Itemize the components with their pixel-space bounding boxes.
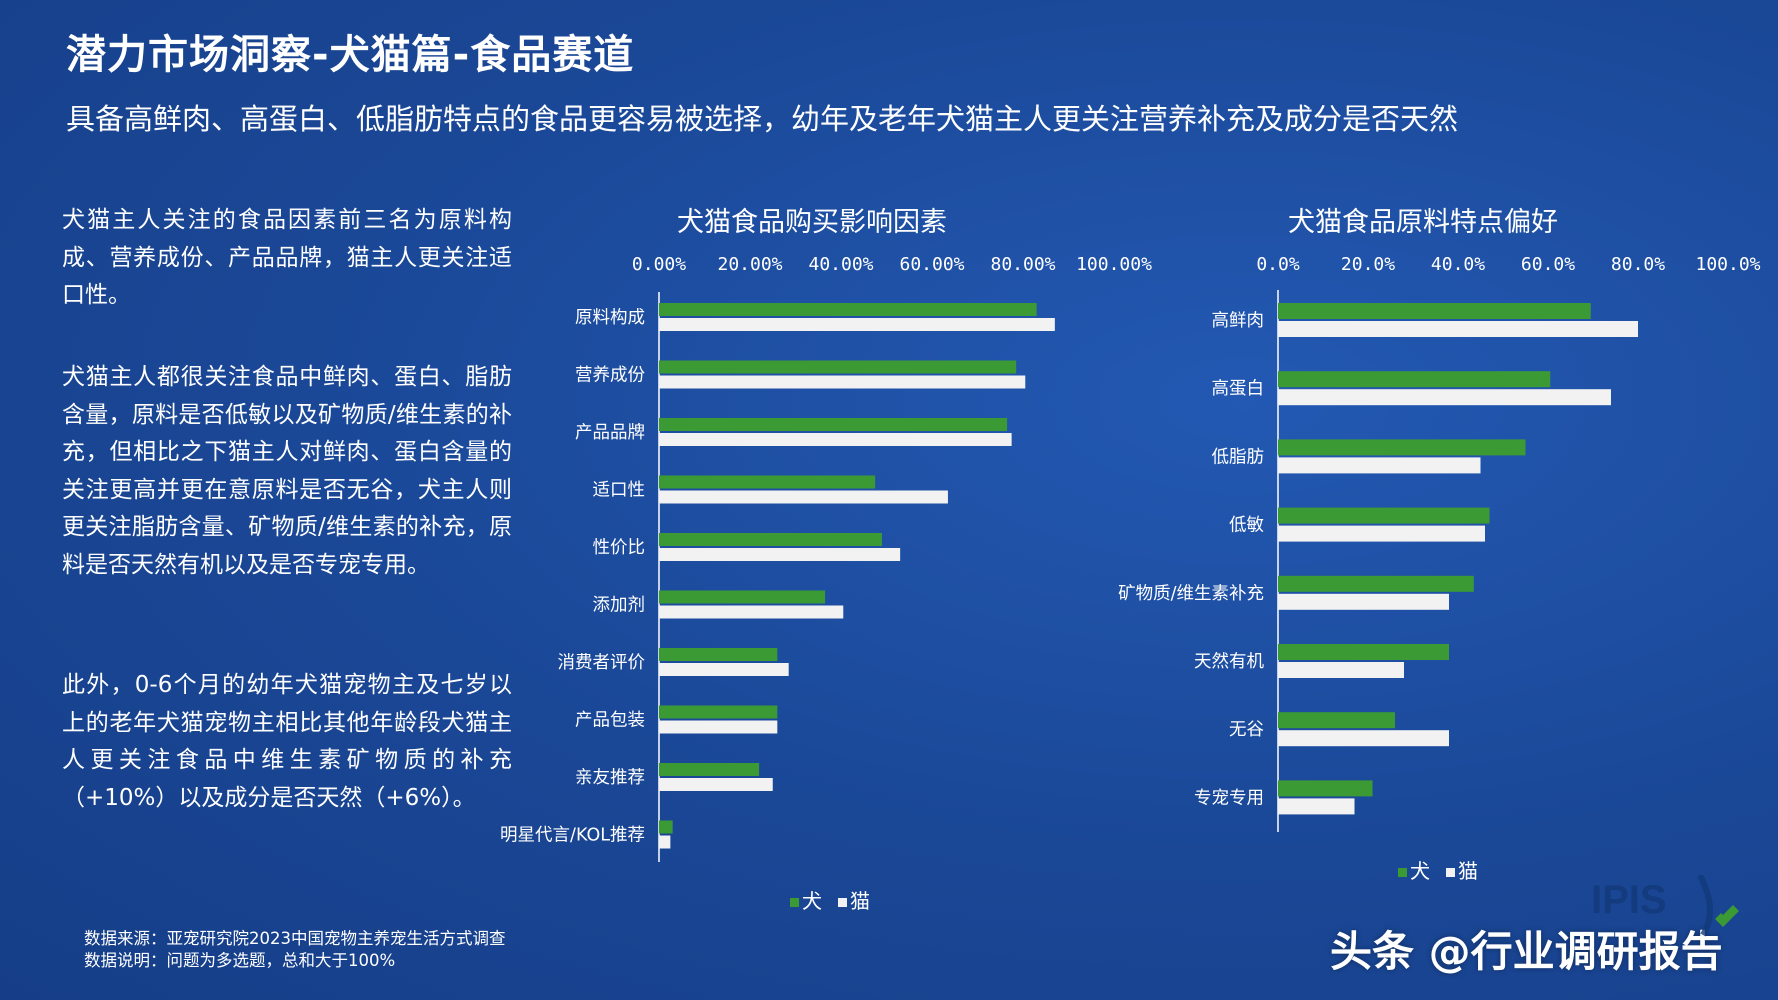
category-label: 营养成份 <box>575 366 645 386</box>
bar-cat <box>1278 389 1611 406</box>
bar-dog <box>659 763 760 776</box>
category-label: 无谷 <box>1229 720 1264 740</box>
chart1-title: 犬猫食品购买影响因素 <box>677 207 947 238</box>
bar-cat <box>1278 525 1485 542</box>
x-tick-label: 0.0% <box>1256 254 1300 275</box>
bar-cat <box>659 318 1055 331</box>
x-tick-label: 60.00% <box>899 254 964 275</box>
category-label: 低脂肪 <box>1212 447 1265 467</box>
legend-swatch <box>790 898 799 907</box>
x-tick-label: 40.00% <box>808 254 873 275</box>
legend-swatch <box>1446 868 1455 877</box>
bar-cat <box>659 835 671 849</box>
bar-dog <box>659 648 778 661</box>
x-tick-label: 80.00% <box>990 254 1055 275</box>
bar-dog <box>659 533 882 546</box>
logo-text: IPIS <box>1591 878 1667 922</box>
bar-dog <box>1278 371 1551 388</box>
bar-dog <box>1278 575 1474 592</box>
x-tick-label: 40.0% <box>1431 254 1485 275</box>
x-tick-label: 20.0% <box>1341 254 1395 275</box>
x-tick-label: 60.0% <box>1521 254 1575 275</box>
category-label: 适口性 <box>593 481 646 501</box>
bar-cat <box>659 375 1026 389</box>
legend-swatch <box>838 898 847 907</box>
bar-cat <box>1278 730 1449 747</box>
logo-icon: IPIS <box>1591 873 1739 937</box>
data-source-note: 数据来源：亚宠研究院2023中国宠物主养宠生活方式调查 数据说明：问题为多选题，… <box>84 928 506 972</box>
bar-dog <box>1278 712 1395 729</box>
chart2-title: 犬猫食品原料特点偏好 <box>1288 207 1558 238</box>
bar-dog <box>659 820 673 834</box>
bar-cat <box>659 778 773 791</box>
legend-swatch <box>1398 868 1407 877</box>
bar-dog <box>659 360 1017 374</box>
watermark: 头条 @行业调研报告 <box>1330 927 1723 976</box>
x-tick-label: 100.00% <box>1076 254 1152 275</box>
page-subtitle: 具备高鲜肉、高蛋白、低脂肪特点的食品更容易被选择，幼年及老年犬猫主人更关注营养补… <box>66 102 1459 136</box>
bar-dog <box>659 418 1008 431</box>
legend-label: 犬 <box>1410 859 1430 883</box>
bar-dog <box>659 303 1037 316</box>
explanation-line: 数据说明：问题为多选题，总和大于100% <box>84 951 396 970</box>
bar-cat <box>1278 457 1481 474</box>
legend-label: 猫 <box>850 889 870 913</box>
source-line: 数据来源：亚宠研究院2023中国宠物主养宠生活方式调查 <box>84 929 506 948</box>
category-label: 性价比 <box>593 538 646 558</box>
bar-cat <box>1278 321 1638 337</box>
insight-paragraph-2: 犬猫主人都很关注食品中鲜肉、蛋白、脂肪含量，原料是否低敏以及矿物质/维生素的补充… <box>62 364 512 578</box>
bar-dog <box>1278 303 1591 319</box>
bar-cat <box>659 720 778 734</box>
x-tick-label: 100.0% <box>1695 254 1760 275</box>
bar-dog <box>1278 644 1449 660</box>
bar-dog <box>659 475 876 489</box>
bar-cat <box>659 548 901 561</box>
category-label: 产品品牌 <box>575 423 645 443</box>
page-title: 潜力市场洞察-犬猫篇-食品赛道 <box>66 32 635 78</box>
category-label: 天然有机 <box>1194 652 1264 672</box>
bar-cat <box>659 490 948 504</box>
category-label: 矿物质/维生素补充 <box>1118 584 1264 604</box>
category-label: 高蛋白 <box>1212 379 1265 399</box>
bar-cat <box>1278 662 1404 678</box>
insight-paragraph-1: 犬猫主人关注的食品因素前三名为原料构成、营养成份、产品品牌，猫主人更关注适口性。 <box>62 207 512 308</box>
bar-dog <box>659 590 826 604</box>
bar-dog <box>1278 439 1526 456</box>
bar-cat <box>659 433 1012 446</box>
category-label: 低敏 <box>1229 516 1264 536</box>
legend-label: 猫 <box>1458 859 1478 883</box>
x-tick-label: 0.00% <box>632 254 686 275</box>
bar-dog <box>1278 507 1490 524</box>
insight-paragraph-3: 此外，0-6个月的幼年犬猫宠物主及七岁以上的老年犬猫宠物主相比其他年龄段犬猫主人… <box>62 672 512 811</box>
x-tick-label: 80.0% <box>1611 254 1665 275</box>
bar-dog <box>659 705 778 719</box>
category-label: 高鲜肉 <box>1212 311 1265 331</box>
bar-dog <box>1278 780 1373 797</box>
legend-label: 犬 <box>802 889 822 913</box>
bar-cat <box>1278 593 1449 610</box>
ipis-logo: IPIS <box>1585 873 1755 975</box>
category-label: 产品包装 <box>575 711 645 731</box>
bar-cat <box>659 663 789 676</box>
category-label: 专宠专用 <box>1194 788 1264 808</box>
category-label: 亲友推荐 <box>575 768 645 788</box>
category-label: 原料构成 <box>575 308 645 328</box>
bar-cat <box>659 605 844 619</box>
bar-cat <box>1278 798 1355 815</box>
category-label: 消费者评价 <box>558 653 646 673</box>
x-tick-label: 20.00% <box>717 254 782 275</box>
category-label: 明星代言/KOL推荐 <box>500 826 645 846</box>
category-label: 添加剂 <box>593 596 646 616</box>
